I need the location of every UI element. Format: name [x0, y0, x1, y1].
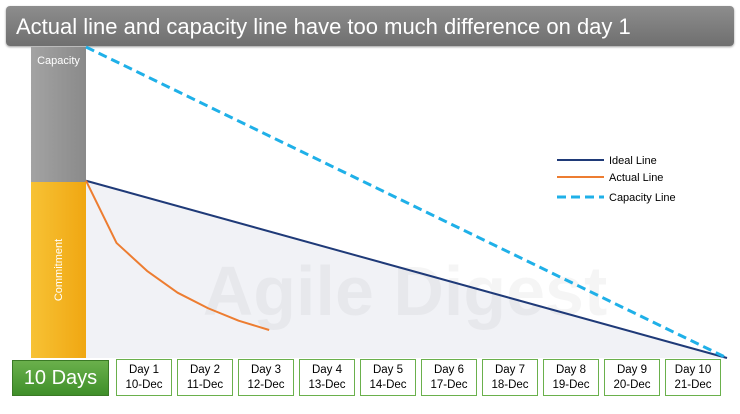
x-tick-label: Day 5 14-Dec: [360, 359, 416, 396]
x-tick-date: 20-Dec: [613, 379, 651, 391]
x-tick-date: 18-Dec: [491, 379, 529, 391]
x-tick-day: Day 2: [189, 364, 221, 376]
series-ideal-line: [85, 179, 728, 359]
x-tick-day: Day 9: [616, 364, 648, 376]
x-tick-label: Day 9 20-Dec: [604, 359, 660, 396]
x-tick-label: Day 3 12-Dec: [238, 359, 294, 396]
x-tick-label: Day 4 13-Dec: [299, 359, 355, 396]
x-tick-date: 17-Dec: [430, 379, 468, 391]
x-tick-day: Day 5: [372, 364, 404, 376]
series-actual-line: [85, 180, 270, 331]
x-tick-label: Day 10 21-Dec: [665, 359, 721, 396]
capacity-label: Capacity: [37, 55, 80, 67]
commitment-bar: Commitment: [31, 182, 86, 358]
x-tick-date: 10-Dec: [125, 379, 163, 391]
x-tick-date: 19-Dec: [552, 379, 590, 391]
legend-label: Actual Line: [609, 172, 663, 184]
watermark: Agile Digest: [203, 252, 608, 330]
x-tick-label: Day 2 11-Dec: [177, 359, 233, 396]
chart-title: Actual line and capacity line have too m…: [16, 14, 631, 39]
days-label: 10 Days: [12, 360, 109, 396]
x-tick-label: Day 1 10-Dec: [116, 359, 172, 396]
x-tick-date: 11-Dec: [186, 379, 224, 391]
x-tick-label: Day 7 18-Dec: [482, 359, 538, 396]
x-tick-day: Day 7: [494, 364, 526, 376]
x-tick-date: 21-Dec: [674, 379, 712, 391]
x-tick-day: Day 8: [555, 364, 587, 376]
x-tick-date: 12-Dec: [247, 379, 285, 391]
x-tick-day: Day 10: [674, 364, 712, 376]
legend: Ideal Line Actual Line Capacity Line: [557, 155, 676, 204]
x-tick-date: 14-Dec: [369, 379, 407, 391]
capacity-bar: Capacity: [31, 47, 86, 182]
x-tick-day: Day 4: [311, 364, 343, 376]
series-capacity-line: [85, 45, 728, 360]
x-tick-day: Day 6: [433, 364, 465, 376]
x-tick-day: Day 3: [250, 364, 282, 376]
x-tick-date: 13-Dec: [308, 379, 346, 391]
legend-label: Ideal Line: [609, 155, 657, 167]
x-tick-day: Day 1: [128, 364, 160, 376]
title-bar: Actual line and capacity line have too m…: [6, 6, 734, 46]
x-tick-label: Day 8 19-Dec: [543, 359, 599, 396]
x-tick-label: Day 6 17-Dec: [421, 359, 477, 396]
legend-label: Capacity Line: [609, 192, 676, 204]
